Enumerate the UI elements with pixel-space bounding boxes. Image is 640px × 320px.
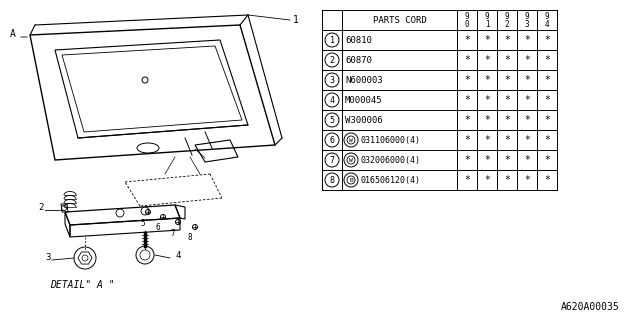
Text: *: *	[504, 35, 510, 45]
Text: *: *	[464, 175, 470, 185]
Text: 0: 0	[465, 20, 469, 28]
Text: *: *	[544, 135, 550, 145]
Text: 1: 1	[293, 15, 299, 25]
Text: *: *	[524, 115, 530, 125]
Text: 5: 5	[141, 219, 145, 228]
Text: 7: 7	[330, 156, 335, 164]
Text: 6: 6	[156, 223, 160, 233]
Text: 2: 2	[38, 203, 44, 212]
Text: *: *	[504, 135, 510, 145]
Text: 8: 8	[188, 234, 192, 243]
Text: *: *	[464, 135, 470, 145]
Text: *: *	[524, 135, 530, 145]
Text: *: *	[524, 35, 530, 45]
Text: 4: 4	[545, 20, 549, 28]
Text: W300006: W300006	[345, 116, 383, 124]
Text: B: B	[349, 178, 353, 182]
Text: 1: 1	[484, 20, 490, 28]
Text: *: *	[484, 75, 490, 85]
Text: *: *	[504, 115, 510, 125]
Text: 60810: 60810	[345, 36, 372, 44]
Text: W: W	[349, 138, 353, 142]
Text: *: *	[464, 155, 470, 165]
Text: DETAIL" A ": DETAIL" A "	[50, 280, 115, 290]
Text: 4: 4	[330, 95, 335, 105]
Text: *: *	[544, 115, 550, 125]
Text: M000045: M000045	[345, 95, 383, 105]
Text: 4: 4	[175, 251, 180, 260]
Text: 2: 2	[330, 55, 335, 65]
Text: 1: 1	[330, 36, 335, 44]
Text: 5: 5	[330, 116, 335, 124]
Text: *: *	[524, 75, 530, 85]
Text: *: *	[464, 75, 470, 85]
Text: *: *	[504, 55, 510, 65]
Text: *: *	[504, 175, 510, 185]
Text: 9: 9	[505, 12, 509, 20]
Text: *: *	[484, 115, 490, 125]
Text: *: *	[464, 35, 470, 45]
Text: 3: 3	[330, 76, 335, 84]
Text: 8: 8	[330, 175, 335, 185]
Text: 7: 7	[171, 228, 175, 237]
Text: 9: 9	[545, 12, 549, 20]
Text: *: *	[484, 55, 490, 65]
Text: 032006000(4): 032006000(4)	[360, 156, 420, 164]
Text: *: *	[484, 95, 490, 105]
Text: 2: 2	[505, 20, 509, 28]
Text: *: *	[504, 155, 510, 165]
Text: *: *	[464, 115, 470, 125]
Text: *: *	[504, 95, 510, 105]
Text: 9: 9	[525, 12, 529, 20]
Text: 016506120(4): 016506120(4)	[360, 175, 420, 185]
Text: 3: 3	[45, 253, 51, 262]
Text: *: *	[524, 155, 530, 165]
Text: W: W	[349, 157, 353, 163]
Text: *: *	[464, 55, 470, 65]
Text: *: *	[464, 95, 470, 105]
Text: *: *	[524, 55, 530, 65]
Text: 6: 6	[330, 135, 335, 145]
Text: *: *	[484, 175, 490, 185]
Text: *: *	[544, 75, 550, 85]
Text: *: *	[544, 155, 550, 165]
Text: *: *	[524, 175, 530, 185]
Text: 60870: 60870	[345, 55, 372, 65]
Text: A: A	[10, 29, 16, 39]
Text: *: *	[524, 95, 530, 105]
Text: *: *	[544, 95, 550, 105]
Text: *: *	[504, 75, 510, 85]
Text: A620A00035: A620A00035	[561, 302, 620, 312]
Text: N600003: N600003	[345, 76, 383, 84]
Text: 9: 9	[465, 12, 469, 20]
Text: 3: 3	[525, 20, 529, 28]
Text: *: *	[484, 155, 490, 165]
Text: *: *	[544, 175, 550, 185]
Text: *: *	[544, 55, 550, 65]
Text: *: *	[484, 35, 490, 45]
Text: *: *	[544, 35, 550, 45]
Text: 031106000(4): 031106000(4)	[360, 135, 420, 145]
Text: *: *	[484, 135, 490, 145]
Text: PARTS CORD: PARTS CORD	[372, 15, 426, 25]
Text: 9: 9	[484, 12, 490, 20]
